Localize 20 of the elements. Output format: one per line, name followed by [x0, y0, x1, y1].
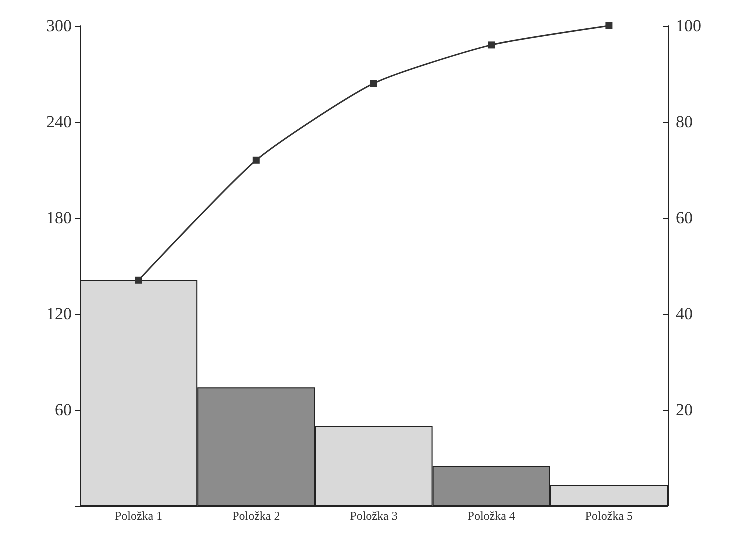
y2-tick-label: 80	[676, 112, 693, 132]
y-tick-label: 240	[46, 112, 72, 132]
y2-tick-label: 60	[676, 208, 693, 228]
y2-tick-label: 100	[676, 16, 702, 36]
x-tick-label: Položka 3	[350, 509, 398, 523]
y2-tick-label: 40	[676, 304, 693, 324]
point	[606, 22, 613, 30]
x-tick-label: Položka 4	[468, 509, 516, 523]
y-tick-label: 180	[46, 208, 72, 228]
x-tick-label: Položka 5	[585, 509, 634, 523]
point	[135, 276, 142, 284]
x-tick-label: Položka 1	[114, 509, 163, 523]
y2-tick-label: 20	[676, 400, 693, 420]
y-tick-label: 120	[46, 304, 72, 324]
x-tick-label: Položka 2	[232, 509, 280, 523]
y-tick-label: 60	[55, 400, 72, 420]
point	[488, 42, 496, 49]
y-tick-label: 300	[46, 16, 72, 36]
point	[370, 80, 378, 88]
point	[252, 156, 260, 164]
